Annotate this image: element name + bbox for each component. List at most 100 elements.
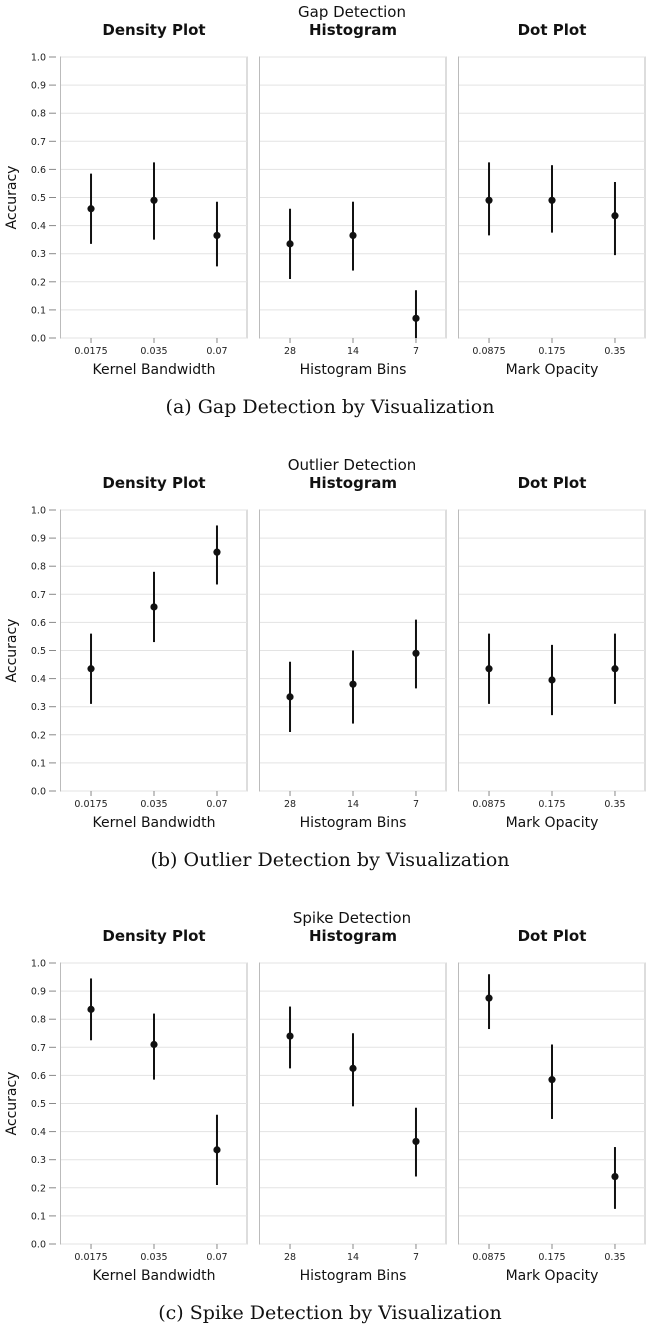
data-point: [548, 676, 556, 684]
y-tick-label: 0.1: [31, 1211, 46, 1222]
y-tick-label: 0.7: [31, 590, 46, 601]
data-point: [349, 1064, 357, 1072]
y-axis-label: Accuracy: [4, 619, 20, 683]
y-tick-label: 0.0: [31, 1240, 46, 1251]
y-tick-label: 1.0: [31, 506, 46, 517]
y-tick-label: 0.4: [31, 1127, 46, 1138]
x-tick-label: 0.0175: [74, 1252, 107, 1263]
x-axis-label: Mark Opacity: [506, 1268, 599, 1284]
x-tick-label: 0.07: [206, 346, 227, 357]
x-tick-label: 0.175: [538, 799, 565, 810]
data-point: [150, 196, 158, 204]
data-point: [349, 231, 357, 240]
x-tick-label: 0.07: [206, 799, 227, 810]
data-point: [213, 231, 221, 240]
data-point: [349, 680, 357, 688]
data-point: [485, 196, 493, 204]
y-tick-label: 0.4: [31, 674, 46, 685]
x-tick-label: 0.175: [538, 346, 565, 357]
data-point: [87, 665, 95, 673]
x-tick-label: 0.0875: [472, 1252, 505, 1263]
x-tick-label: 7: [413, 1252, 419, 1263]
y-tick-label: 0.3: [31, 1155, 46, 1166]
data-point: [412, 1137, 420, 1146]
y-tick-label: 0.7: [31, 1043, 46, 1054]
x-tick-label: 7: [413, 799, 419, 810]
y-tick-label: 0.6: [31, 1071, 46, 1082]
y-tick-label: 0.1: [31, 758, 46, 769]
y-tick-label: 0.6: [31, 165, 46, 176]
data-point: [213, 1146, 221, 1154]
x-axis-label: Kernel Bandwidth: [93, 362, 216, 378]
y-tick-label: 0.4: [31, 221, 46, 232]
data-point: [548, 196, 556, 204]
x-tick-label: 0.0875: [472, 346, 505, 357]
x-tick-label: 0.35: [604, 799, 625, 810]
y-tick-label: 0.8: [31, 562, 46, 573]
y-tick-label: 0.8: [31, 1015, 46, 1026]
data-point: [485, 994, 493, 1002]
data-point: [150, 1040, 158, 1049]
y-tick-label: 0.7: [31, 137, 46, 148]
y-tick-label: 0.2: [31, 277, 46, 288]
y-tick-label: 1.0: [31, 959, 46, 970]
y-tick-label: 0.9: [31, 81, 46, 92]
x-tick-label: 14: [347, 346, 359, 357]
panel-title: Dot Plot: [518, 474, 587, 492]
figure-caption: (a) Gap Detection by Visualization: [166, 396, 495, 418]
x-axis-label: Kernel Bandwidth: [93, 815, 216, 831]
y-tick-label: 0.2: [31, 1183, 46, 1194]
y-tick-label: 0.2: [31, 730, 46, 741]
x-tick-label: 28: [284, 799, 296, 810]
data-point: [485, 665, 493, 673]
x-tick-label: 0.35: [604, 346, 625, 357]
data-point: [611, 665, 619, 673]
y-tick-label: 0.0: [31, 334, 46, 345]
x-tick-label: 0.0875: [472, 799, 505, 810]
y-tick-label: 0.9: [31, 534, 46, 545]
x-tick-label: 0.35: [604, 1252, 625, 1263]
data-point: [286, 1032, 294, 1040]
data-point: [213, 548, 221, 556]
x-axis-label: Histogram Bins: [300, 1268, 407, 1284]
y-tick-label: 0.5: [31, 646, 46, 657]
x-axis-label: Histogram Bins: [300, 815, 407, 831]
y-tick-label: 0.6: [31, 618, 46, 629]
x-tick-label: 0.035: [140, 799, 167, 810]
panel-title: Density Plot: [102, 21, 205, 39]
data-point: [150, 603, 158, 611]
data-point: [87, 205, 95, 213]
x-axis-label: Mark Opacity: [506, 362, 599, 378]
x-tick-label: 7: [413, 346, 419, 357]
x-axis-label: Kernel Bandwidth: [93, 1268, 216, 1284]
y-tick-label: 0.3: [31, 702, 46, 713]
figure-caption: (c) Spike Detection by Visualization: [158, 1302, 502, 1324]
y-tick-label: 0.5: [31, 1099, 46, 1110]
x-tick-label: 0.07: [206, 1252, 227, 1263]
data-point: [286, 240, 294, 248]
panel-title: Density Plot: [102, 474, 205, 492]
panel-title: Histogram: [309, 927, 397, 945]
figure-caption: (b) Outlier Detection by Visualization: [150, 849, 509, 871]
x-tick-label: 0.035: [140, 346, 167, 357]
data-point: [412, 649, 420, 657]
y-tick-label: 0.1: [31, 305, 46, 316]
x-tick-label: 0.0175: [74, 346, 107, 357]
x-tick-label: 28: [284, 1252, 296, 1263]
data-point: [87, 1005, 95, 1013]
x-tick-label: 0.0175: [74, 799, 107, 810]
panel-title: Histogram: [309, 474, 397, 492]
y-axis-label: Accuracy: [4, 166, 20, 230]
data-point: [412, 314, 420, 322]
figure-title: Gap Detection: [298, 3, 406, 21]
y-tick-label: 0.3: [31, 249, 46, 260]
data-point: [286, 693, 294, 701]
y-tick-label: 0.5: [31, 193, 46, 204]
panel-title: Dot Plot: [518, 21, 587, 39]
x-axis-label: Mark Opacity: [506, 815, 599, 831]
x-axis-label: Histogram Bins: [300, 362, 407, 378]
data-point: [611, 212, 619, 220]
y-tick-label: 0.0: [31, 787, 46, 798]
data-point: [548, 1076, 556, 1084]
